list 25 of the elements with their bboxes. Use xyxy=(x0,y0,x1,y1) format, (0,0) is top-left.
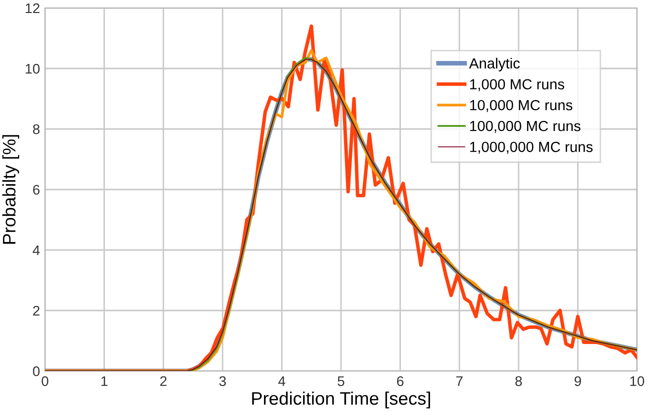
legend-label: 1,000 MC runs xyxy=(470,79,564,92)
y-tick-label: 8 xyxy=(33,124,40,134)
x-tick-label: 7 xyxy=(456,376,463,386)
y-tick-label: 12 xyxy=(26,3,40,14)
x-tick-label: 1 xyxy=(101,376,108,386)
x-tick-label: 9 xyxy=(574,376,582,386)
x-tick-label: 8 xyxy=(515,376,522,386)
y-tick-label: 6 xyxy=(33,184,40,195)
y-tick-label: 2 xyxy=(33,306,40,316)
y-axis-title: Probabilty [%] xyxy=(2,135,20,244)
legend-label: Analytic xyxy=(469,58,520,72)
legend-label: 1,000,000 MC runs xyxy=(470,142,593,154)
y-tick-label: 0 xyxy=(32,366,40,376)
x-tick-label: 2 xyxy=(160,376,167,386)
x-tick-label: 5 xyxy=(338,376,344,386)
y-tick-label: 10 xyxy=(26,64,40,74)
y-tick-label: 4 xyxy=(32,245,40,256)
x-tick-label: 6 xyxy=(397,376,404,386)
x-tick-label: 4 xyxy=(278,376,286,386)
legend-label: 10,000 MC runs xyxy=(470,100,572,112)
x-axis-title: Predicition Time [secs] xyxy=(252,392,430,408)
legend-label: 100,000 MC runs xyxy=(470,120,580,133)
x-tick-label: 0 xyxy=(42,376,48,386)
x-tick-label: 10 xyxy=(630,376,644,386)
x-tick-label: 3 xyxy=(219,376,226,386)
